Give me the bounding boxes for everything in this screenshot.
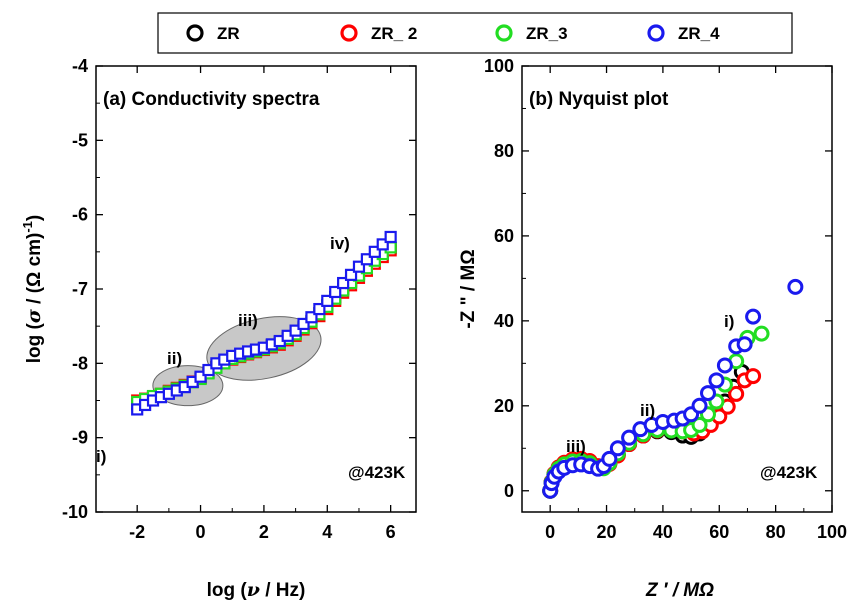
- data-point-zr-4: [297, 317, 310, 331]
- x-tick-label-a: 2: [259, 522, 269, 542]
- legend-marker-zr-3: [495, 24, 513, 42]
- plot-frame-a: [95, 65, 417, 513]
- annotation-a-iv: iv): [330, 234, 350, 253]
- data-point-zr-4: [787, 278, 804, 295]
- legend-marker-zr-2: [340, 24, 358, 42]
- data-point-zr-4: [601, 450, 618, 467]
- data-point-zr-3: [753, 325, 770, 342]
- panel-b-title: (b) Nyquist plot: [529, 89, 669, 110]
- x-tick-label-b: 0: [545, 522, 555, 542]
- y-label-exponent: -1: [20, 221, 35, 233]
- data-point-zr-4: [329, 285, 342, 299]
- data-point-zr-4: [621, 429, 638, 446]
- data-point-zr-2: [728, 385, 745, 402]
- data-point-zr-2: [745, 368, 762, 385]
- y-tick-label-b: 0: [504, 481, 514, 501]
- data-point-zr-4: [700, 385, 716, 402]
- y-tick-label-a: -5: [72, 130, 88, 150]
- data-point-zr-4: [305, 311, 318, 324]
- annotation-a-i: i): [96, 447, 106, 466]
- y-tick-label-a: -4: [72, 56, 88, 76]
- x-tick-label-a: 6: [386, 522, 396, 542]
- legend-marker-zr-4: [647, 24, 665, 42]
- data-point-zr-4: [609, 440, 626, 457]
- legend-box: [157, 12, 793, 54]
- x-tick-label-a: 0: [196, 522, 206, 542]
- data-point-zr-4: [745, 308, 762, 325]
- legend-label-zr-2: ZR_ 2: [371, 24, 417, 43]
- data-point-zr-4: [194, 370, 207, 383]
- y-tick-label-b: 60: [494, 226, 514, 246]
- y-tick-label-a: -7: [72, 279, 88, 299]
- temperature-label-a: @423K: [348, 463, 406, 482]
- data-point-zr-3: [691, 416, 708, 433]
- x-tick-label-b: 60: [709, 522, 729, 542]
- data-point-zr-4: [708, 372, 725, 389]
- x-axis-label-a: log (ν / Hz): [207, 579, 306, 601]
- data-point-zr-4: [368, 245, 381, 258]
- x-tick-label-a: 4: [322, 522, 332, 542]
- legend-label-zr-3: ZR_3: [526, 24, 568, 43]
- x-tick-label-b: 100: [817, 522, 847, 542]
- data-point-zr-4: [360, 253, 373, 266]
- data-point-zr-4: [716, 357, 733, 374]
- x-tick-label-a: -2: [129, 522, 145, 542]
- y-tick-label-b: 80: [494, 141, 514, 161]
- x-label-suffix: / Hz): [260, 580, 305, 601]
- legend-label-zr: ZR: [217, 24, 240, 43]
- temperature-label-b: @423K: [760, 463, 818, 482]
- sigma-symbol: σ: [23, 308, 45, 323]
- y-tick-label-b: 40: [494, 311, 514, 331]
- data-point-zr-4: [352, 260, 366, 273]
- y-axis-label-b: -Z " / MΩ: [458, 249, 479, 328]
- nu-symbol: ν: [247, 579, 260, 601]
- data-point-zr-4: [376, 238, 389, 251]
- data-point-zr-4: [691, 397, 708, 414]
- legend: ZR ZR_ 2 ZR_3 ZR_4: [157, 12, 793, 54]
- y-label-prefix: log (: [24, 322, 45, 363]
- y-tick-label-a: -6: [72, 205, 88, 225]
- legend-label-zr-4: ZR_4: [678, 24, 720, 43]
- y-tick-label-b: 100: [484, 56, 514, 76]
- data-point-zr-4: [384, 230, 397, 244]
- x-tick-label-b: 40: [653, 522, 673, 542]
- legend-marker-zr: [186, 24, 204, 42]
- x-tick-label-b: 80: [766, 522, 786, 542]
- x-tick-label-b: 20: [597, 522, 617, 542]
- data-point-zr-4: [736, 336, 753, 353]
- annotation-b-iii: iii): [566, 437, 586, 456]
- data-point-zr-4: [313, 302, 326, 316]
- annotation-b-ii: ii): [640, 401, 655, 420]
- annotation-b-i: i): [724, 312, 734, 331]
- y-label-suffix: ): [24, 215, 45, 221]
- annotation-a-iii: iii): [238, 311, 258, 330]
- y-tick-label-a: -10: [62, 502, 88, 522]
- y-axis-label-a: log (σ / (Ω cm)-1): [20, 215, 45, 363]
- data-point-zr-4: [202, 363, 215, 377]
- annotation-a-ii: ii): [167, 349, 182, 368]
- data-point-zr-4: [289, 324, 302, 337]
- data-point-zr-4: [337, 276, 350, 290]
- y-tick-label-b: 20: [494, 396, 514, 416]
- y-tick-label-a: -8: [72, 353, 88, 373]
- panel-a-title: (a) Conductivity spectra: [103, 89, 320, 110]
- data-point-zr-4: [321, 294, 334, 307]
- data-point-zr-4: [344, 268, 358, 281]
- panel-nyquist-plot: 0 20 40 60 80 100 0 20 40 60 80 100 (b) Nyquist plo…: [458, 56, 847, 601]
- x-axis-label-b: Z ′ / MΩ: [645, 580, 714, 601]
- y-tick-label-a: -9: [72, 428, 88, 448]
- x-label-prefix: log (: [207, 580, 248, 601]
- plot-frame-b: [521, 65, 833, 513]
- panel-conductivity-spectra: -2 0 2 4 6 -10 -9 -8 -7 -6 -5 -4 (a) Conductivity s…: [20, 56, 417, 601]
- y-label-mid: / (Ω cm): [24, 233, 45, 309]
